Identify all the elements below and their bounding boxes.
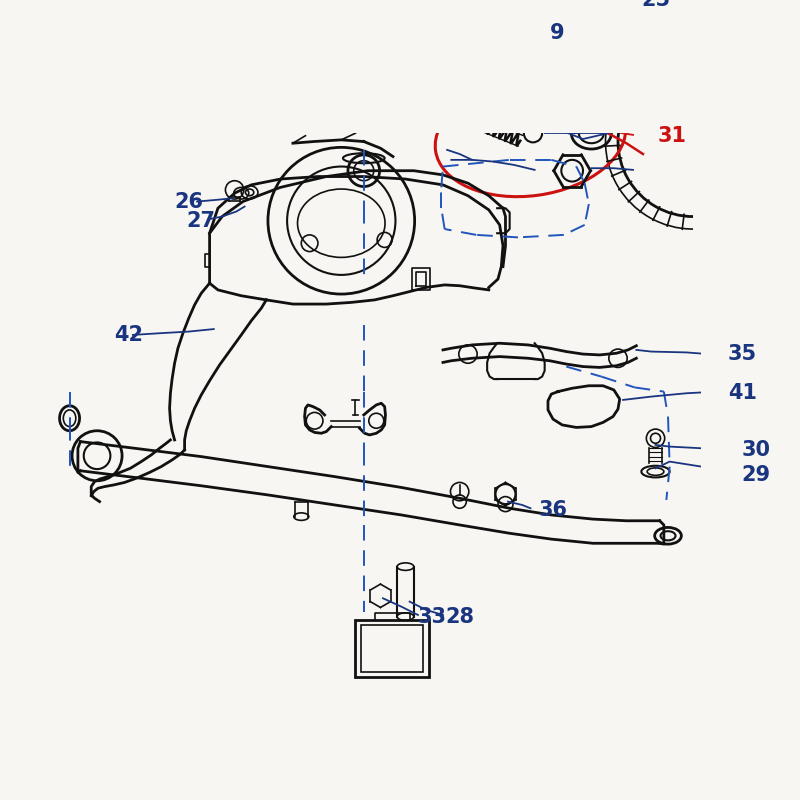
Text: 26: 26 — [174, 191, 203, 211]
Text: 36: 36 — [539, 500, 568, 520]
Text: 31: 31 — [658, 126, 687, 146]
Text: 28: 28 — [446, 606, 474, 626]
Text: 41: 41 — [728, 383, 757, 403]
Text: 35: 35 — [728, 344, 757, 364]
Text: 29: 29 — [742, 465, 770, 485]
Text: 25: 25 — [642, 0, 670, 10]
Text: 42: 42 — [114, 325, 142, 345]
Bar — [355, 620, 429, 677]
Text: 30: 30 — [742, 440, 770, 460]
Text: 27: 27 — [186, 210, 215, 230]
Bar — [362, 625, 423, 672]
Text: 9: 9 — [550, 23, 564, 43]
Text: 33: 33 — [418, 606, 447, 626]
